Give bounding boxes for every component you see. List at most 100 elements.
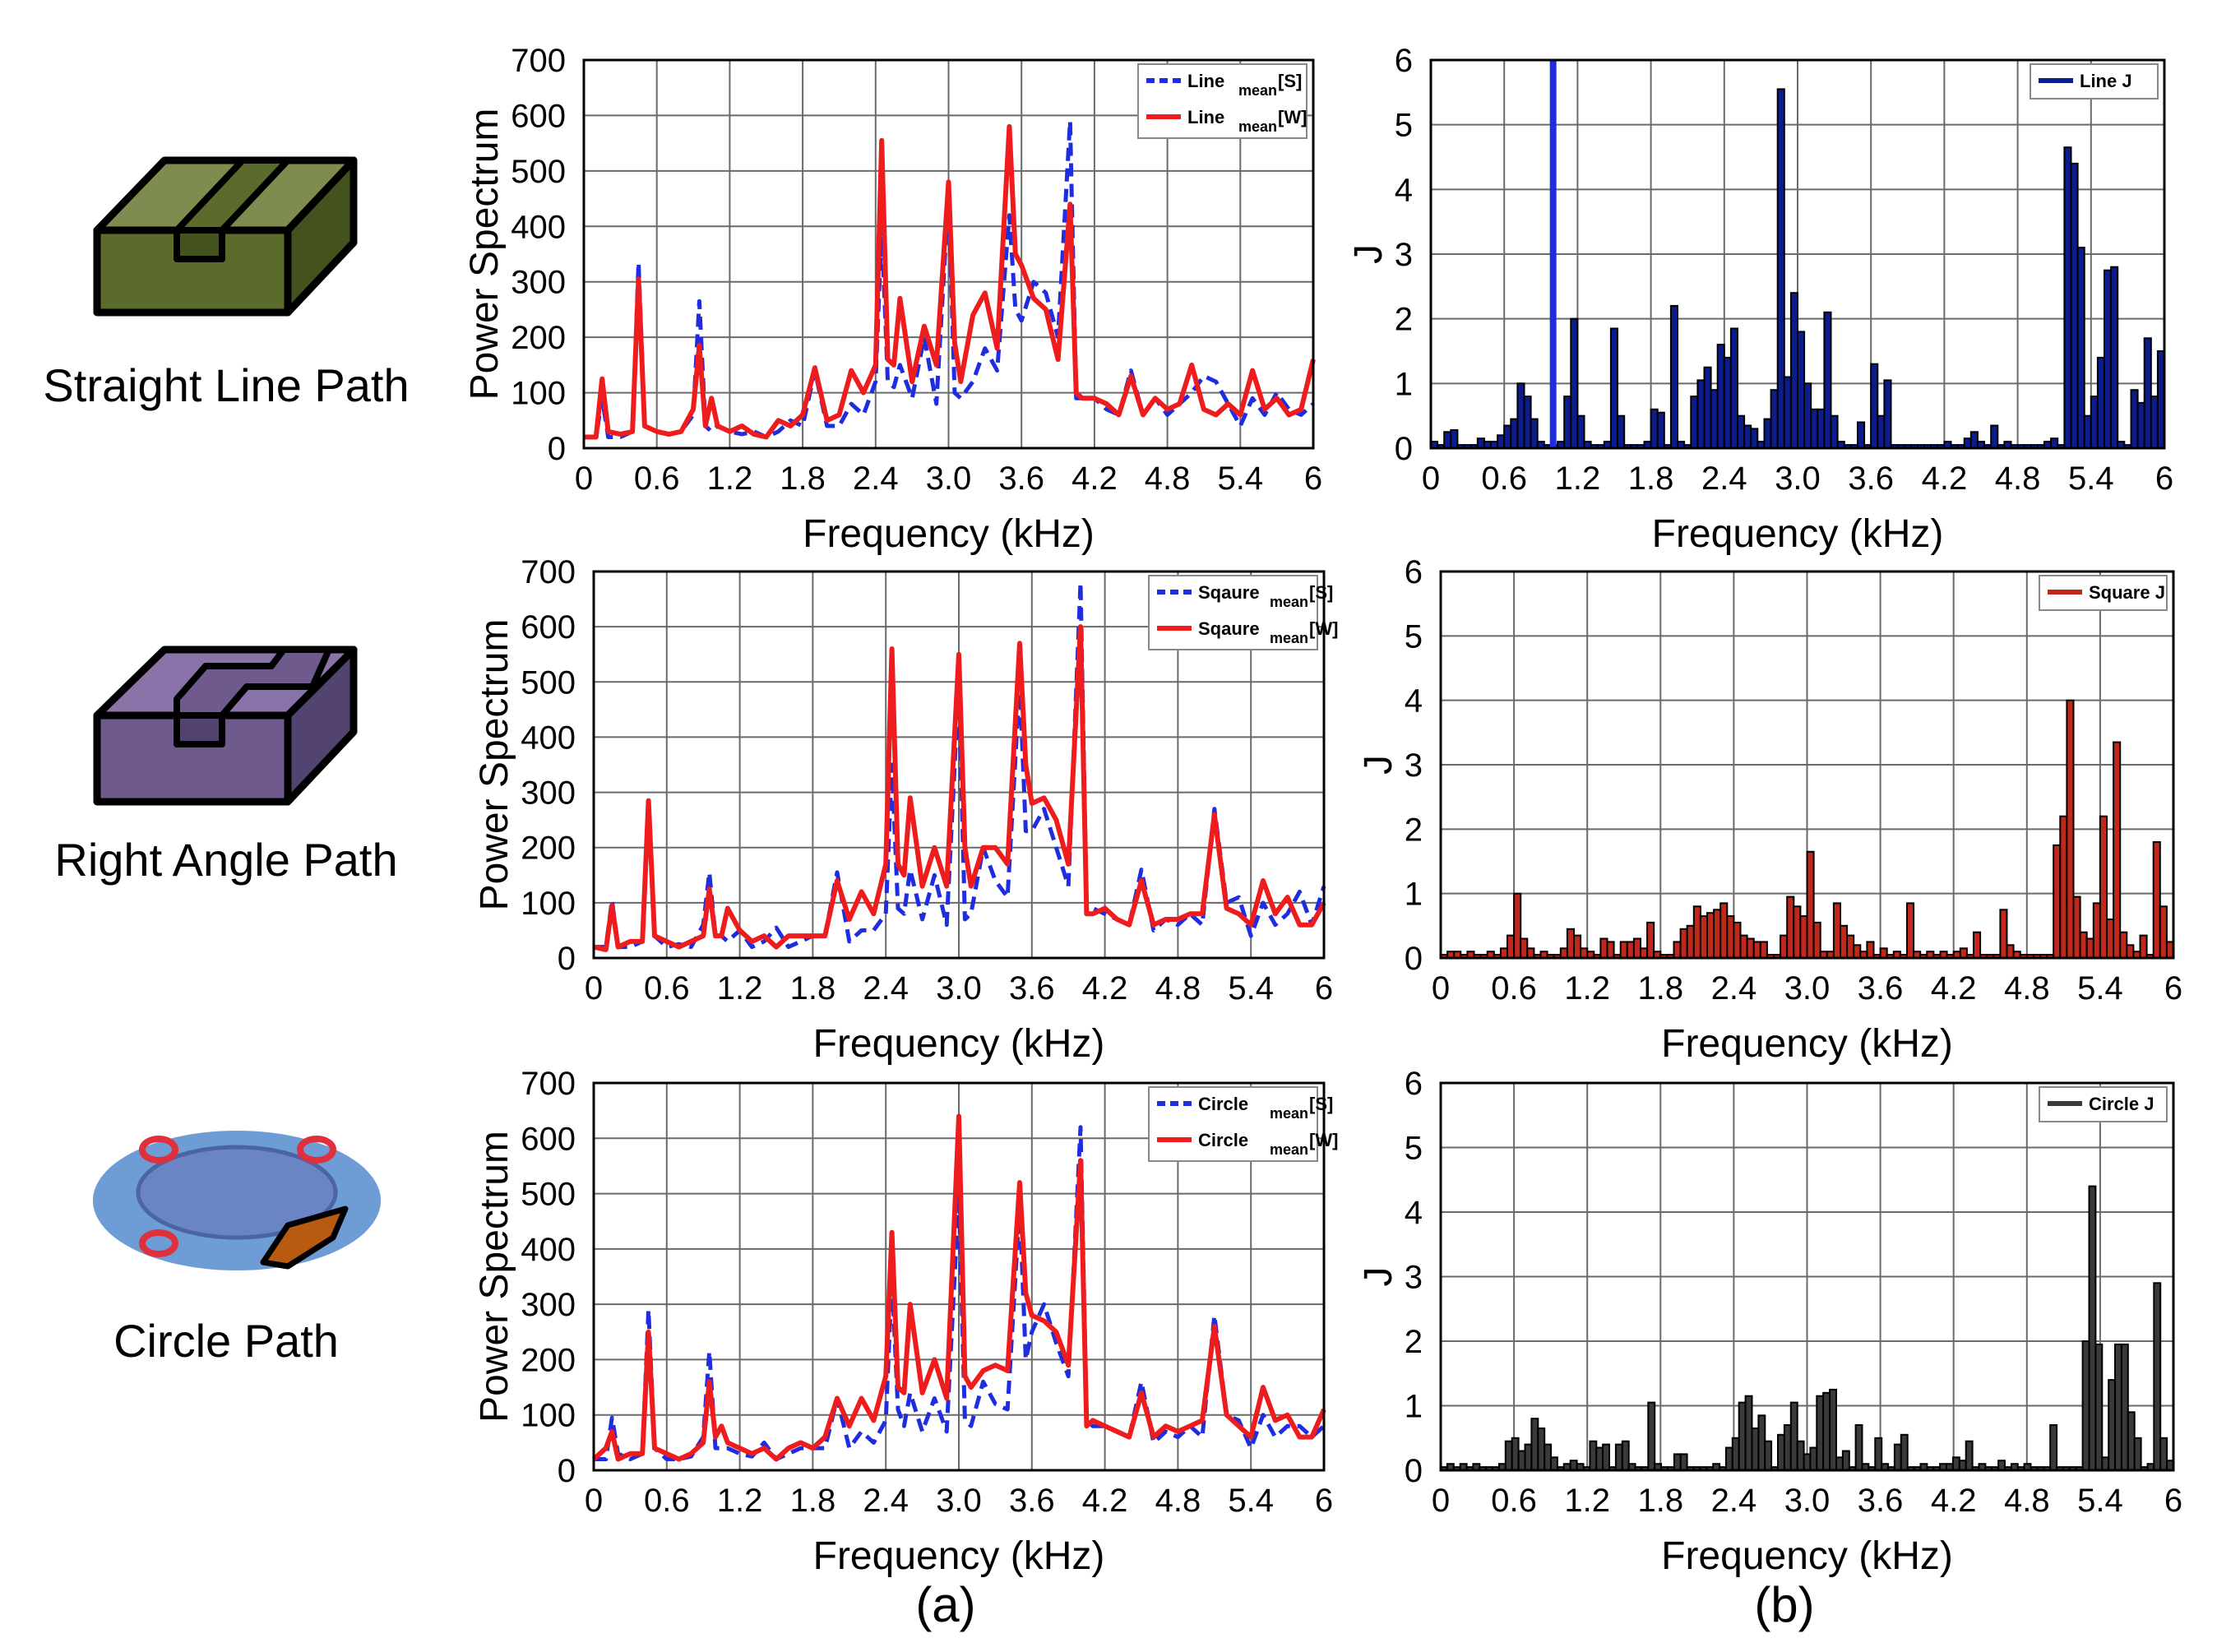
x-tick-label: 1.8 — [780, 460, 826, 497]
bar — [1958, 1460, 1967, 1471]
x-tick-label: 5.4 — [1228, 970, 1274, 1006]
plot-frame — [1439, 1081, 2175, 1472]
y-tick-label: 2 — [1405, 812, 1423, 848]
bar — [1526, 947, 1535, 960]
bar — [1530, 1418, 1539, 1471]
bar — [1713, 909, 1722, 960]
x-tick-label: 5.4 — [2068, 460, 2114, 497]
y-tick-label: 1 — [1395, 366, 1413, 402]
y-tick-label: 6 — [1405, 554, 1423, 590]
bar — [1969, 431, 1979, 449]
bar — [1830, 414, 1839, 450]
legend-subscript: mean — [1270, 594, 1308, 610]
right-angle-illustration — [93, 646, 358, 806]
bar — [1599, 937, 1608, 959]
legend-subscript: mean — [1270, 630, 1308, 646]
bar — [1703, 366, 1712, 450]
x-tick-label: 0 — [1422, 460, 1440, 497]
bar — [1733, 921, 1742, 960]
x-tick-label: 0.6 — [644, 970, 690, 1006]
y-tick-label: 5 — [1395, 108, 1413, 144]
legend-subscript: mean — [1238, 82, 1277, 99]
bar — [2070, 162, 2079, 449]
bar — [2108, 1379, 2117, 1471]
bar — [1656, 411, 1665, 450]
x-tick-label: 3.0 — [1784, 970, 1831, 1006]
x-tick-label: 2.4 — [1701, 460, 1747, 497]
bar — [1570, 317, 1579, 450]
y-tick-label: 100 — [511, 376, 566, 412]
bar — [1504, 1440, 1513, 1471]
bar — [2119, 931, 2128, 959]
y-tick-label: 4 — [1405, 1195, 1423, 1231]
bar — [1997, 1460, 2006, 1471]
bar — [2159, 1437, 2168, 1472]
bar — [1893, 1443, 1902, 1471]
x-tick-label: 6 — [1304, 460, 1322, 497]
legend-label: Line J — [2080, 71, 2132, 91]
bar — [1812, 921, 1821, 960]
x-tick-label: 3.0 — [926, 460, 972, 497]
row-label-right-angle: Right Angle Path — [54, 834, 397, 886]
chart-square-power-spectrum: 0 0.6 1.2 1.8 2.4 3.0 3.6 4.2 4.8 5.4 6 0 100 200 300 4… — [473, 554, 1338, 1066]
x-tick-label: 4.2 — [1082, 1483, 1128, 1519]
y-tick-label: 2 — [1395, 302, 1413, 338]
y-tick-label: 700 — [521, 554, 576, 590]
y-tick-label: 6 — [1395, 43, 1413, 79]
bar — [1692, 905, 1701, 960]
y-axis-label: J — [1357, 1267, 1400, 1287]
bar — [1569, 1460, 1578, 1471]
y-tick-label: 600 — [521, 1121, 576, 1157]
bar — [1900, 1433, 1909, 1472]
legend-label: Sqaure — [1198, 618, 1260, 639]
x-axis-label: Frequency (kHz) — [813, 1534, 1105, 1578]
bar — [1537, 1428, 1546, 1471]
y-tick-label: 3 — [1405, 747, 1423, 784]
bar — [1566, 928, 1576, 960]
bar — [2050, 437, 2059, 450]
bar — [1990, 424, 1999, 449]
y-tick-label: 1 — [1405, 877, 1423, 913]
legend-box — [1148, 1086, 1318, 1162]
legend-box — [1137, 63, 1308, 139]
bar — [2090, 396, 2099, 450]
x-tick-label: 6 — [1315, 1483, 1333, 1519]
bar — [1744, 1395, 1753, 1471]
bar — [2106, 919, 2115, 959]
bar — [1690, 396, 1699, 450]
bar — [2126, 944, 2135, 960]
x-tick-label: 2.4 — [853, 460, 899, 497]
y-axis-label: J — [1347, 244, 1391, 264]
chart-square-j: 0 0.6 1.2 1.8 2.4 3.0 3.6 4.2 4.8 5.4 6 0 1 2 3 4 5 6 Freq… — [1357, 554, 2182, 1066]
x-tick-label: 6 — [2164, 1483, 2182, 1519]
bar — [2136, 401, 2145, 449]
bar — [1786, 895, 1795, 959]
bar — [1640, 947, 1649, 960]
bar — [2053, 844, 2062, 960]
x-tick-label: 0 — [1432, 970, 1450, 1006]
legend-tag: [S] — [1309, 1094, 1333, 1114]
y-tick-label: 200 — [521, 831, 576, 867]
bar — [1595, 1446, 1604, 1471]
series-line-1 — [584, 123, 1316, 440]
bar — [1810, 408, 1819, 449]
chart-line-j: 0 0.6 1.2 1.8 2.4 3.0 3.6 4.2 4.8 5.4 6 0 1 2 3 4 5 6 Freq… — [1347, 43, 2173, 556]
bar — [1450, 429, 1459, 449]
y-tick-label: 300 — [521, 1287, 576, 1323]
x-tick-label: 6 — [1315, 970, 1333, 1006]
bar — [1476, 437, 1485, 450]
x-tick-label: 5.4 — [1217, 460, 1263, 497]
y-axis-label: J — [1357, 755, 1400, 775]
series-line-0 — [594, 1125, 1326, 1461]
chart-circle-power-spectrum: 0 0.6 1.2 1.8 2.4 3.0 3.6 4.2 4.8 5.4 6 0 100 200 300 4… — [473, 1066, 1338, 1578]
y-tick-label: 3 — [1405, 1260, 1423, 1296]
y-tick-label: 400 — [521, 720, 576, 756]
legend-label: Square J — [2089, 582, 2165, 603]
y-tick-label: 600 — [521, 609, 576, 646]
y-tick-label: 3 — [1395, 237, 1413, 273]
bar — [1951, 1456, 1960, 1472]
bar — [1822, 1391, 1831, 1472]
x-axis-label: Frequency (kHz) — [1661, 1022, 1953, 1066]
circle-path-illustration — [93, 1131, 381, 1270]
